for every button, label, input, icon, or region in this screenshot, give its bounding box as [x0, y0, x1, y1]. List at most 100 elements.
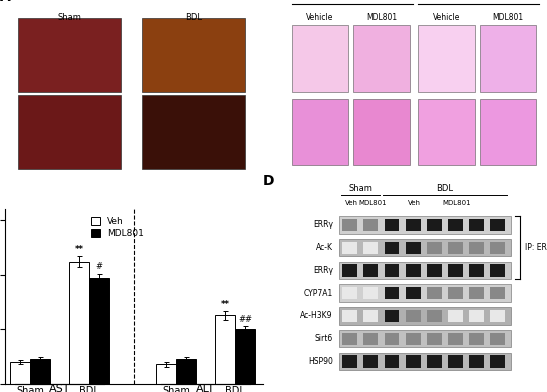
Bar [339, 261, 511, 279]
Bar [10, 362, 30, 384]
Bar [448, 355, 463, 368]
Text: BDL: BDL [185, 13, 202, 22]
Bar [339, 239, 511, 256]
Bar [385, 310, 399, 322]
Bar [448, 332, 463, 345]
Bar [19, 18, 121, 92]
Text: MDL801: MDL801 [358, 200, 387, 206]
Bar [364, 355, 379, 368]
Bar [480, 25, 537, 92]
Text: Ac-K: Ac-K [316, 243, 333, 252]
Bar [342, 287, 357, 299]
Text: Ac-H3K9: Ac-H3K9 [300, 311, 333, 320]
Bar [469, 355, 484, 368]
Bar [364, 264, 379, 276]
Bar [469, 287, 484, 299]
Bar [69, 261, 89, 384]
Text: MDL801: MDL801 [492, 13, 523, 22]
Bar [406, 355, 421, 368]
Bar [469, 332, 484, 345]
Text: Vehicle: Vehicle [433, 13, 460, 22]
Text: Vehicle: Vehicle [306, 13, 334, 22]
Bar [364, 287, 379, 299]
Text: Sham: Sham [58, 13, 82, 22]
Bar [406, 332, 421, 345]
Bar [490, 241, 505, 254]
Bar [364, 310, 379, 322]
Text: ##: ## [238, 315, 252, 324]
Bar [339, 353, 511, 370]
Bar [353, 25, 410, 92]
Bar [469, 219, 484, 231]
Bar [448, 310, 463, 322]
Bar [469, 264, 484, 276]
Bar [448, 219, 463, 231]
Bar [469, 241, 484, 254]
Bar [490, 287, 505, 299]
Bar [385, 355, 399, 368]
Bar [385, 219, 399, 231]
Bar [142, 18, 245, 92]
Bar [427, 310, 442, 322]
Text: AST: AST [49, 385, 71, 392]
Bar [216, 315, 235, 384]
Bar [342, 332, 357, 345]
Text: ALT: ALT [196, 385, 216, 392]
Legend: Veh, MDL801: Veh, MDL801 [88, 214, 148, 241]
Text: D: D [263, 174, 275, 188]
Text: Sirt6: Sirt6 [315, 334, 333, 343]
Bar [353, 99, 410, 165]
Bar [342, 355, 357, 368]
Text: Veh: Veh [345, 200, 358, 206]
Bar [342, 241, 357, 254]
Bar [406, 287, 421, 299]
Bar [406, 241, 421, 254]
Bar [490, 310, 505, 322]
Bar [364, 332, 379, 345]
Bar [156, 365, 176, 384]
Bar [292, 99, 348, 165]
Bar [480, 99, 537, 165]
Bar [176, 359, 196, 384]
Bar [427, 241, 442, 254]
Text: CYP7A1: CYP7A1 [304, 289, 333, 298]
Bar [385, 287, 399, 299]
Bar [339, 216, 511, 234]
Bar [339, 330, 511, 347]
Bar [19, 95, 121, 169]
Bar [406, 264, 421, 276]
Bar [448, 287, 463, 299]
Bar [490, 264, 505, 276]
Bar [490, 219, 505, 231]
Bar [385, 264, 399, 276]
Text: Sham: Sham [348, 184, 373, 193]
Bar [469, 310, 484, 322]
Bar [385, 332, 399, 345]
Bar [142, 95, 245, 169]
Text: MDL801: MDL801 [443, 200, 471, 206]
Text: ERRγ: ERRγ [313, 266, 333, 275]
Bar [292, 25, 348, 92]
Bar [490, 332, 505, 345]
Bar [427, 332, 442, 345]
Bar [427, 264, 442, 276]
Bar [342, 310, 357, 322]
Text: A: A [1, 0, 11, 4]
Bar [406, 310, 421, 322]
Text: MDL801: MDL801 [366, 13, 397, 22]
Bar [448, 264, 463, 276]
Bar [235, 329, 255, 384]
Text: ERRγ: ERRγ [313, 220, 333, 229]
Bar [30, 359, 50, 384]
Bar [418, 25, 474, 92]
Bar [342, 264, 357, 276]
Text: #: # [96, 263, 103, 272]
Text: **: ** [75, 245, 84, 254]
Bar [448, 241, 463, 254]
Bar [364, 219, 379, 231]
Text: BDL: BDL [437, 184, 453, 193]
Text: Veh: Veh [408, 200, 421, 206]
Bar [490, 355, 505, 368]
Bar [427, 355, 442, 368]
Bar [418, 99, 474, 165]
